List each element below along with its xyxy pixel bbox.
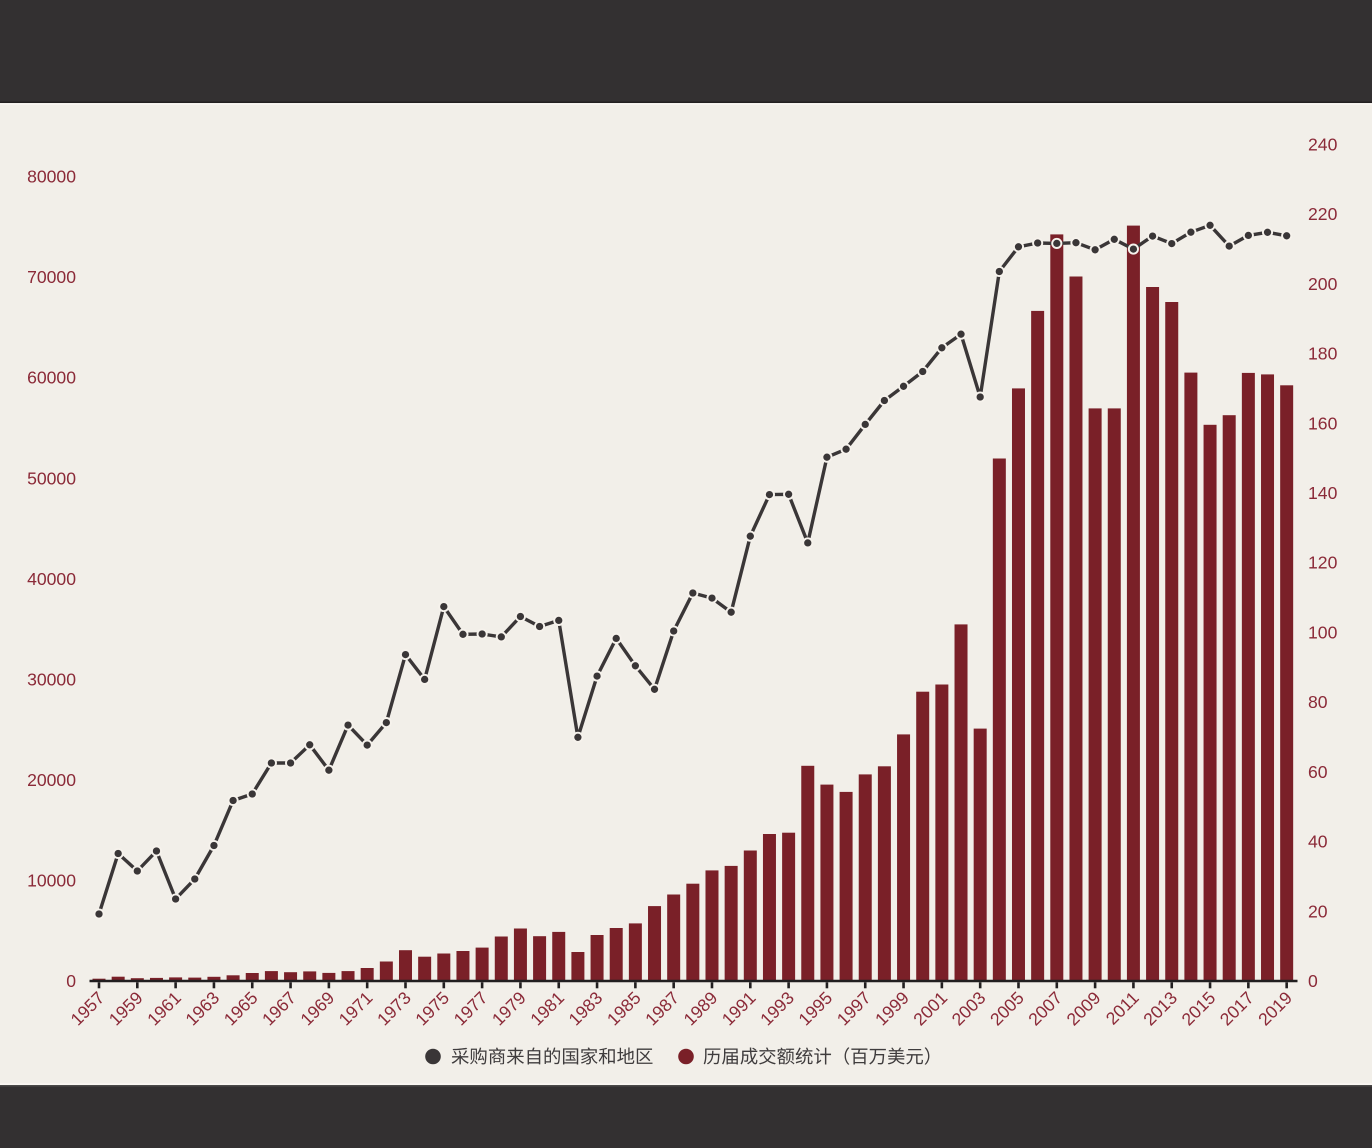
svg-text:10000: 10000	[27, 871, 76, 891]
svg-text:0: 0	[66, 971, 76, 991]
svg-text:140: 140	[1308, 483, 1338, 503]
svg-text:60: 60	[1308, 762, 1328, 782]
svg-text:0: 0	[1308, 971, 1318, 991]
svg-text:20000: 20000	[27, 770, 76, 790]
svg-text:60000: 60000	[27, 368, 76, 388]
svg-text:70000: 70000	[27, 267, 76, 287]
svg-text:200: 200	[1308, 274, 1338, 294]
svg-text:50000: 50000	[27, 468, 76, 488]
svg-text:80000: 80000	[27, 167, 76, 187]
svg-text:240: 240	[1308, 134, 1338, 154]
svg-text:120: 120	[1308, 553, 1338, 573]
svg-text:160: 160	[1308, 413, 1338, 433]
svg-text:30000: 30000	[27, 669, 76, 689]
svg-text:40000: 40000	[27, 569, 76, 589]
svg-text:180: 180	[1308, 344, 1338, 364]
svg-text:220: 220	[1308, 204, 1338, 224]
svg-text:80: 80	[1308, 692, 1328, 712]
svg-text:20: 20	[1308, 901, 1328, 921]
svg-text:100: 100	[1308, 622, 1338, 642]
svg-text:40: 40	[1308, 832, 1328, 852]
